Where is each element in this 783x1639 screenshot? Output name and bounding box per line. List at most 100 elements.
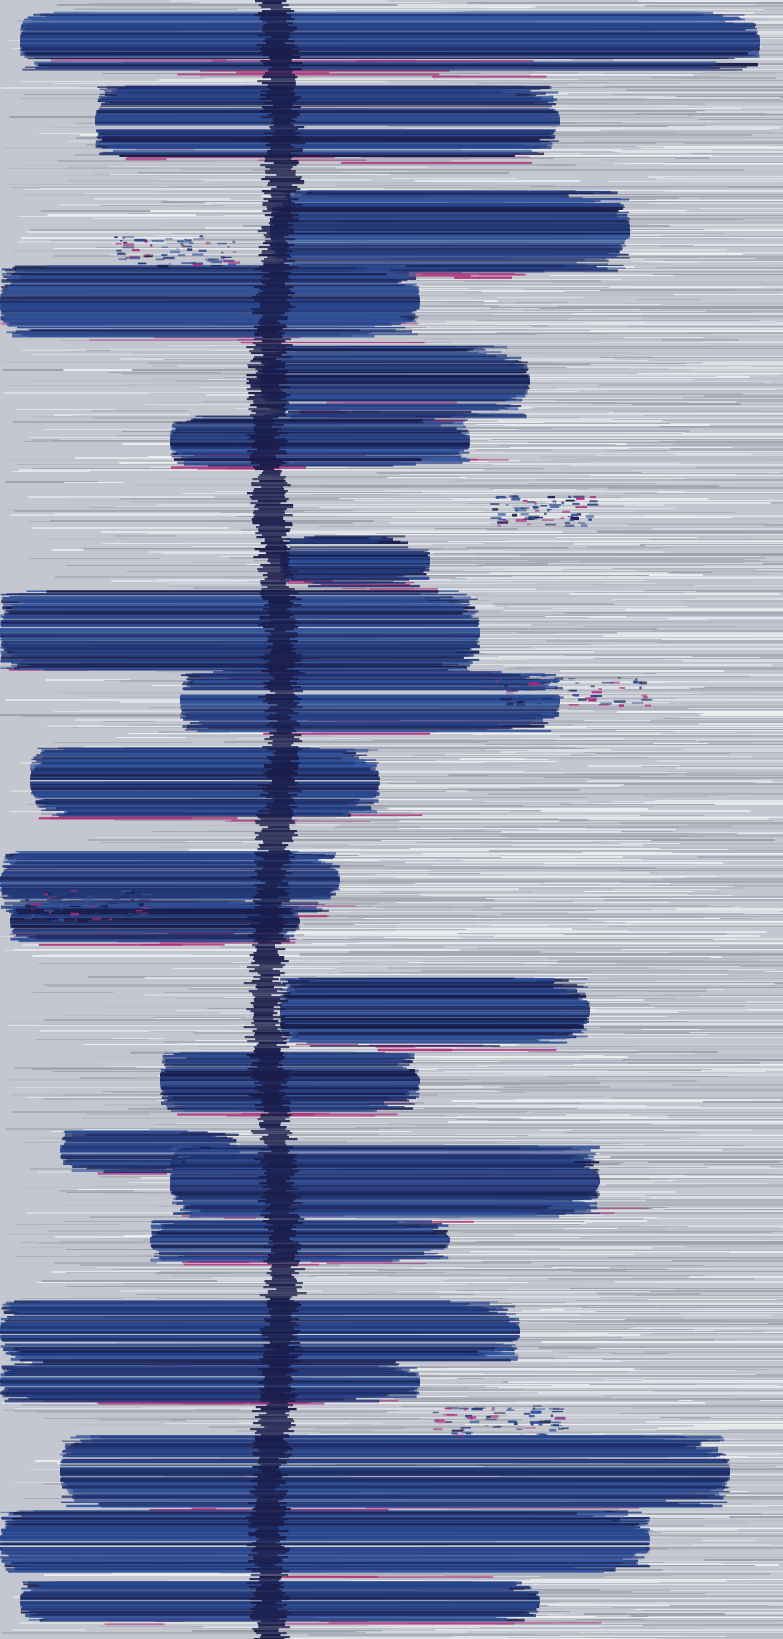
background-streak: [560, 670, 724, 672]
background-streak: [153, 191, 311, 193]
spine-segment: [257, 816, 292, 819]
brush-stroke-line: [297, 1031, 573, 1036]
background-streak: [601, 1535, 783, 1537]
background-streak: [640, 1214, 743, 1215]
spine-segment: [261, 390, 283, 393]
spine-segment: [261, 46, 298, 49]
magenta-stroke-line: [341, 161, 532, 164]
brush-stroke-line: [150, 1240, 450, 1243]
background-streak: [241, 776, 641, 777]
background-streak: [66, 692, 297, 694]
magenta-stroke-line: [237, 339, 271, 341]
background-streak: [272, 745, 657, 746]
spine-segment: [254, 870, 286, 873]
background-streak: [26, 231, 349, 233]
spine-segment: [253, 348, 293, 351]
background-streak: [276, 492, 422, 493]
background-streak: [666, 1115, 783, 1116]
background-streak: [584, 141, 783, 143]
background-streak: [591, 1537, 783, 1539]
background-streak: [645, 1351, 783, 1353]
brush-stroke-line: [283, 552, 423, 555]
background-streak: [462, 759, 549, 760]
spine-segment: [267, 184, 292, 187]
spine-segment: [271, 188, 301, 191]
spine-segment: [267, 804, 289, 807]
spine-segment: [268, 602, 294, 605]
brush-stroke-line: [99, 88, 493, 91]
background-streak: [407, 962, 557, 963]
spine-segment: [250, 386, 290, 389]
spine-segment: [257, 328, 283, 331]
spine-segment: [269, 612, 289, 615]
background-streak: [669, 702, 783, 704]
spine-segment: [271, 100, 297, 103]
background-streak: [572, 623, 783, 624]
background-streak: [657, 642, 783, 643]
spine-segment: [253, 426, 272, 429]
spine-segment: [251, 484, 291, 487]
background-streak: [221, 512, 736, 513]
background-streak: [522, 1287, 783, 1288]
background-streak: [311, 943, 783, 944]
brush-stroke-line: [273, 240, 625, 242]
background-streak: [623, 689, 783, 691]
background-streak: [316, 1083, 567, 1085]
background-streak: [665, 162, 783, 163]
background-streak: [370, 1431, 783, 1432]
background-streak: [368, 108, 742, 109]
brush-stroke-line: [175, 427, 457, 431]
spine-segment: [264, 156, 293, 159]
brush-stroke-line: [10, 1352, 498, 1354]
background-streak: [422, 854, 726, 855]
background-streak: [497, 1334, 641, 1336]
background-streak: [242, 842, 417, 843]
background-streak: [617, 124, 783, 125]
spine-segment: [256, 836, 293, 839]
background-streak: [666, 1016, 783, 1017]
background-streak: [488, 461, 588, 463]
background-streak: [414, 588, 536, 590]
background-streak: [149, 1031, 198, 1032]
background-streak: [301, 939, 713, 940]
brush-stroke-line: [119, 154, 515, 157]
spine-segment: [258, 530, 290, 533]
background-streak: [587, 547, 783, 548]
background-streak: [188, 849, 729, 851]
background-streak: [543, 777, 783, 778]
background-streak: [405, 821, 520, 822]
brush-stroke-line: [260, 405, 522, 407]
brush-stroke-line: [0, 305, 420, 308]
background-streak: [663, 718, 783, 719]
brush-stroke-line: [22, 26, 751, 28]
spine-segment: [271, 122, 291, 125]
background-streak: [359, 810, 586, 811]
background-streak: [44, 1049, 309, 1050]
spine-segment: [270, 278, 290, 281]
spine-segment: [260, 16, 291, 19]
spine-segment: [267, 150, 303, 153]
background-streak: [641, 1610, 783, 1611]
background-streak: [553, 1153, 783, 1154]
background-streak: [390, 1140, 515, 1141]
spine-segment: [276, 174, 296, 177]
spine-segment: [273, 644, 294, 647]
background-streak: [473, 654, 783, 655]
brush-stroke-line: [189, 722, 549, 724]
spine-segment: [249, 496, 285, 499]
background-streak: [474, 674, 783, 675]
background-streak: [526, 1321, 783, 1322]
brush-stroke-line: [173, 1053, 408, 1055]
brush-stroke-line: [8, 1553, 635, 1557]
brush-stroke-line: [184, 1160, 575, 1164]
background-streak: [136, 1294, 371, 1295]
brush-stroke-line: [261, 388, 529, 390]
background-streak: [566, 1187, 703, 1188]
background-streak: [655, 199, 783, 200]
background-streak: [583, 237, 783, 238]
background-streak: [144, 994, 342, 996]
background-streak: [180, 1342, 332, 1343]
background-streak: [395, 902, 669, 903]
background-streak: [696, 712, 783, 714]
brush-stroke-line: [183, 1205, 549, 1210]
